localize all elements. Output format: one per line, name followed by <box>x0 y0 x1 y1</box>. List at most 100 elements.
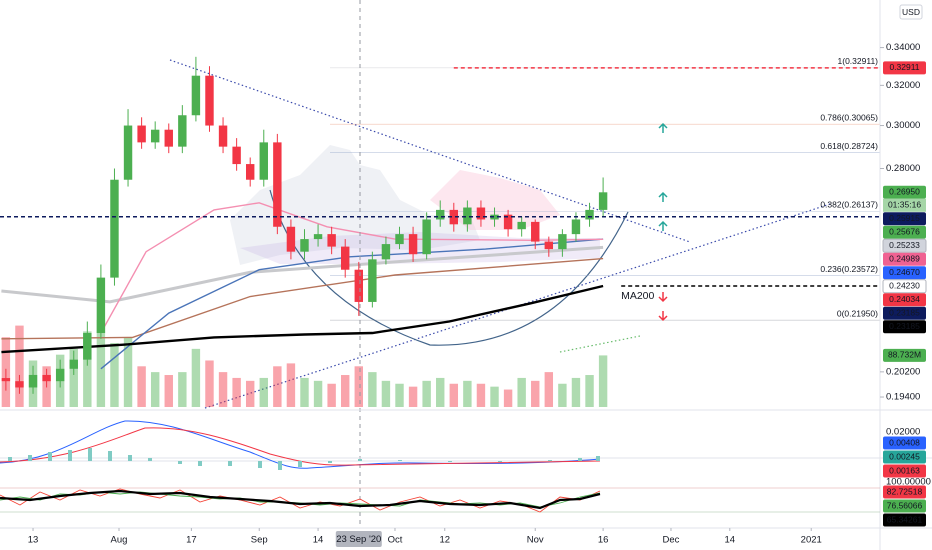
price-tag: 0.25676 <box>889 227 920 237</box>
candle-body <box>110 179 119 278</box>
volume-bar <box>259 377 268 407</box>
candle-body <box>83 333 92 360</box>
x-tick-label: 12 <box>439 535 450 546</box>
x-tick-label: Oct <box>388 535 403 546</box>
price-tag: 0.32911 <box>889 62 919 72</box>
candle-body <box>368 259 377 302</box>
fib-label: 0.618(0.28724) <box>820 141 878 151</box>
currency-box[interactable] <box>899 4 923 20</box>
x-tick-label: Sep <box>251 535 268 546</box>
y-tick-label: 0.32000 <box>886 80 920 91</box>
candle-body <box>531 221 540 242</box>
y-tick-label: 0.28000 <box>886 163 920 174</box>
volume-bar <box>368 372 377 407</box>
volume-bar <box>381 380 391 407</box>
volume-bar <box>286 363 296 407</box>
x-tick-label: 16 <box>598 535 609 546</box>
moving-average <box>1 245 604 304</box>
volume-bar <box>531 380 540 407</box>
cup-arc <box>269 189 629 346</box>
price-tag-box <box>883 252 926 266</box>
stoch-axis-label: 100.00000 <box>886 477 931 488</box>
up-arrow <box>658 122 668 133</box>
volume-bar <box>69 348 78 407</box>
x-tick-label: 17 <box>186 535 197 546</box>
volume-tag: 88.732M <box>888 350 921 360</box>
candle-body <box>354 269 363 302</box>
price-tag: 0.23185 <box>889 321 920 331</box>
volume-bar <box>218 372 228 407</box>
candle-body <box>137 125 146 143</box>
candle-body <box>422 219 431 255</box>
stoch-rsi <box>0 489 601 510</box>
candle-body <box>571 219 581 235</box>
volume-bar <box>137 366 146 407</box>
volume-bar <box>15 325 24 407</box>
volume-bar <box>517 377 526 407</box>
macd-pane <box>0 420 601 470</box>
volume-bar <box>408 386 418 407</box>
candle-body <box>341 246 350 270</box>
macd-tag: 0.00408 <box>889 437 920 447</box>
volume-bar <box>96 319 106 407</box>
candle-body <box>96 277 106 334</box>
stoch-tag-box <box>883 485 926 499</box>
candle-body <box>218 125 228 147</box>
y-tick-label: 0.30000 <box>886 120 920 131</box>
price-tag-box <box>882 279 927 294</box>
volume-bar <box>110 343 119 407</box>
candle-body <box>558 234 567 250</box>
up-arrow <box>658 220 668 231</box>
volume-bar <box>313 380 323 407</box>
x-tick-label: Nov <box>527 535 544 546</box>
price-tag-box <box>882 238 927 253</box>
candle-body <box>15 381 24 388</box>
currency: USD <box>902 7 920 17</box>
price-tag-box <box>883 185 926 199</box>
price-tag-box <box>883 320 926 334</box>
candle-body <box>42 374 51 382</box>
volume-bar <box>571 377 581 407</box>
candle-body <box>150 129 160 143</box>
candle-body <box>490 214 499 220</box>
stoch-tag: 82.72518 <box>887 486 923 496</box>
ma-label: MA200 <box>621 290 654 302</box>
volume-bar <box>273 366 282 407</box>
candle-body <box>245 164 255 180</box>
volume-bar <box>585 375 594 407</box>
volume-bar <box>544 372 554 407</box>
candle-body <box>286 226 296 252</box>
cloud <box>430 170 560 230</box>
moving-average <box>100 238 604 370</box>
x-tick-label: 13 <box>28 535 39 546</box>
candle-body <box>178 115 187 147</box>
volume-bar <box>83 331 92 407</box>
moving-average <box>1 284 604 354</box>
volume-bar <box>449 383 459 407</box>
candle-body <box>449 209 459 225</box>
candle-body <box>517 221 526 230</box>
volume-bar <box>558 383 567 407</box>
price-tag: 0.24034 <box>889 294 920 304</box>
x-tick-label: 2021 <box>801 535 822 546</box>
volume-bar <box>327 383 336 407</box>
candle-body <box>205 75 214 126</box>
volume-bar <box>164 375 173 407</box>
x-tick-label: Aug <box>111 535 128 546</box>
macd-axis-label: 0.02000 <box>886 427 920 438</box>
macd-tag-box <box>883 464 926 478</box>
volume-bar <box>178 372 187 407</box>
price-tag: 0.25233 <box>889 240 920 250</box>
stoch-tag: 76.56066 <box>887 500 923 510</box>
macd-tag-box <box>883 450 926 464</box>
candle-body <box>585 209 594 220</box>
candle-body <box>381 244 391 260</box>
stoch-pane <box>0 487 880 513</box>
volume-bar <box>463 380 472 407</box>
candle-body <box>273 142 282 227</box>
price-tag: 0.26950 <box>889 187 920 197</box>
volume-bar <box>395 383 404 407</box>
price-tag-box <box>883 293 926 307</box>
